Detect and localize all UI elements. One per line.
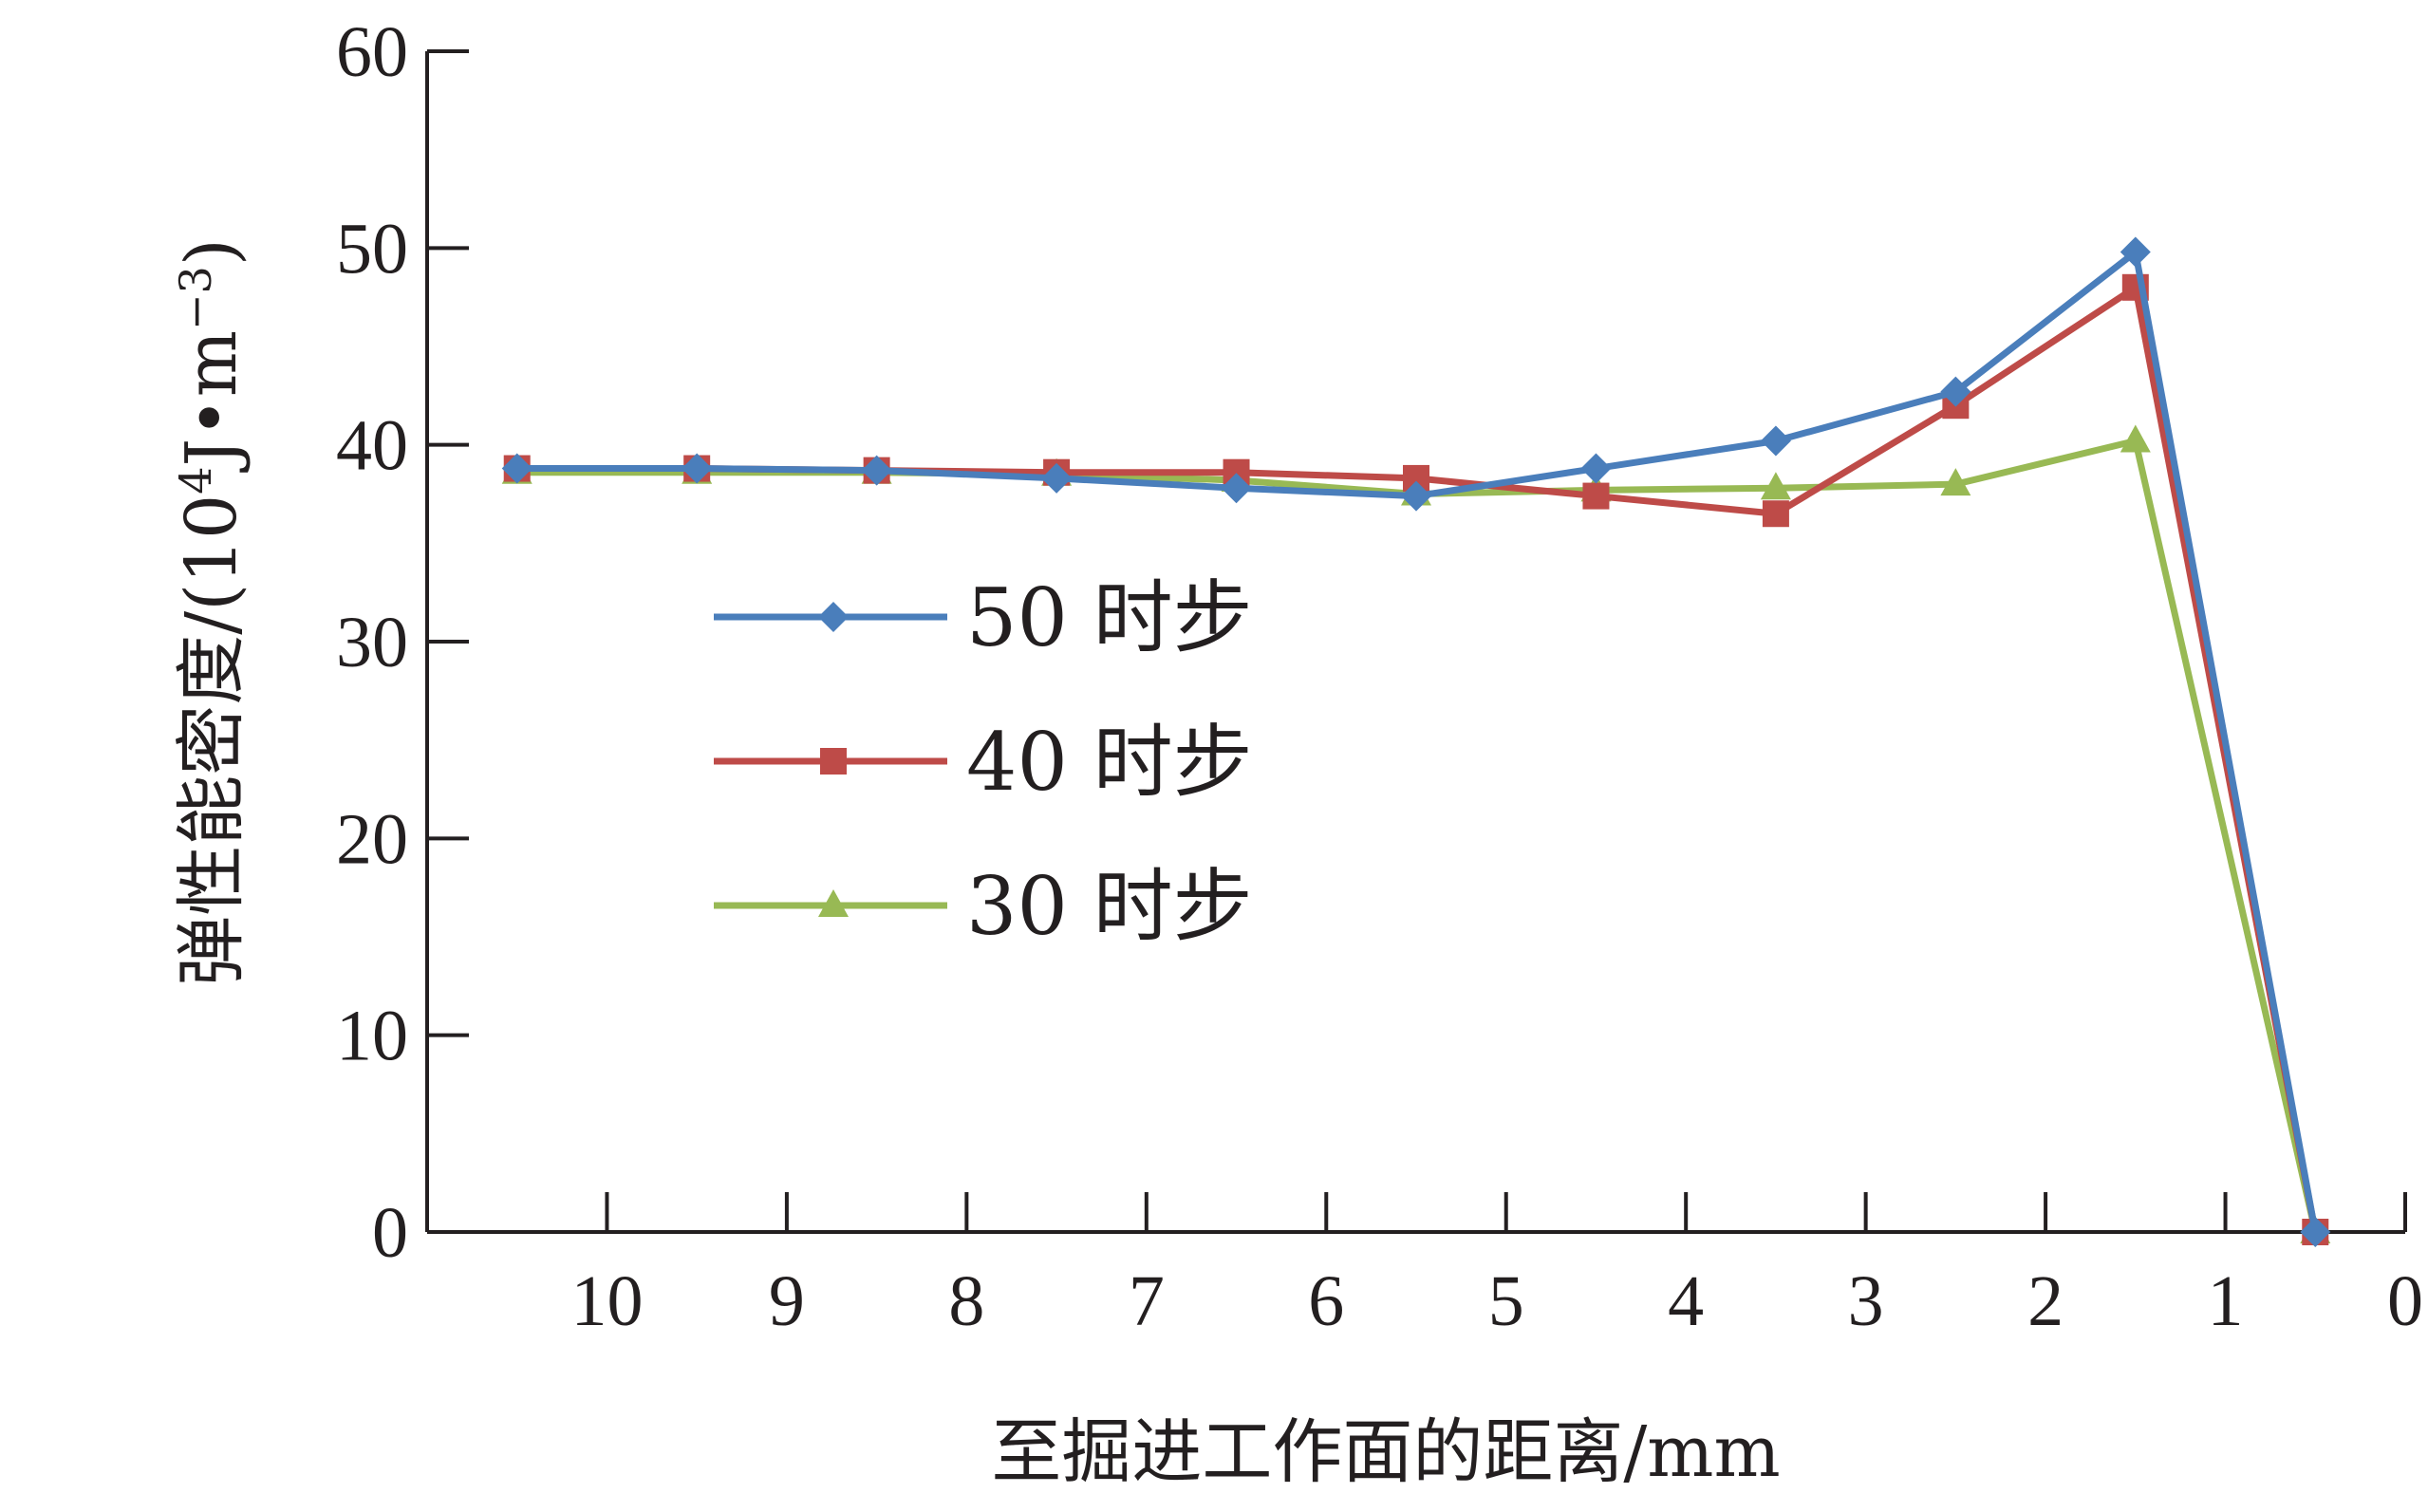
data-point	[1760, 425, 1791, 457]
x-tick-label: 10	[570, 1261, 643, 1341]
y-axis-title-sup2: −3	[170, 266, 221, 330]
x-tick-label: 6	[1308, 1261, 1344, 1341]
data-point	[1580, 453, 1612, 484]
data-point	[2300, 1217, 2331, 1247]
y-axis-title-main: 弹性能密度/(10	[171, 495, 252, 986]
x-tick-label: 1	[2208, 1261, 2244, 1341]
series-line	[516, 438, 2319, 1233]
x-tick-label: 5	[1488, 1261, 1524, 1341]
y-tick-label: 10	[336, 997, 408, 1076]
legend-item: 40 时步	[714, 716, 1253, 809]
data-point	[1760, 472, 1791, 500]
legend-item: 30 时步	[714, 860, 1253, 953]
x-tick-label: 4	[1668, 1261, 1704, 1341]
legend-item: 50 时步	[714, 571, 1253, 664]
data-point	[1940, 376, 1971, 407]
data-point	[2120, 236, 2151, 268]
x-tick-label: 7	[1129, 1261, 1165, 1341]
series-2	[501, 424, 2331, 1243]
y-tick-label: 60	[336, 12, 408, 92]
data-point	[501, 453, 532, 484]
y-tick-label: 30	[336, 603, 408, 682]
y-axis-title-sup1: 4	[170, 466, 221, 494]
y-tick-label: 20	[336, 799, 408, 879]
y-tick-label: 0	[372, 1193, 408, 1273]
series-layer	[501, 236, 2331, 1247]
y-axis-title: 弹性能密度/(104J•m−3)	[170, 238, 252, 985]
legend-swatch-marker	[818, 889, 849, 917]
y-axis-title-mid: J•m	[171, 330, 252, 473]
y-tick-label: 40	[336, 406, 408, 486]
x-tick-label: 0	[2387, 1261, 2423, 1341]
y-tick-label: 50	[336, 209, 408, 289]
data-point	[861, 455, 892, 486]
y-axis: 0 10 20 30 40 50 60	[336, 12, 469, 1273]
x-ticks: 10 9 8 7 6 5 4 3 2 1 0	[570, 1192, 2423, 1341]
data-point	[1762, 500, 1789, 528]
data-point	[682, 453, 713, 484]
data-point	[1041, 462, 1073, 494]
series-line	[516, 248, 2319, 1233]
legend-label: 30 时步	[966, 860, 1253, 953]
legend-label: 40 时步	[966, 716, 1253, 809]
data-point	[1221, 473, 1252, 504]
series-0	[501, 236, 2331, 1247]
x-tick-label: 2	[2027, 1261, 2064, 1341]
x-tick-label: 9	[769, 1261, 805, 1341]
y-ticks: 0 10 20 30 40 50 60	[336, 12, 469, 1273]
data-point	[2120, 424, 2151, 453]
legend-swatch-marker	[820, 748, 847, 775]
legend: 50 时步 40 时步 30 时步	[714, 571, 1253, 953]
legend-label: 50 时步	[966, 571, 1253, 664]
data-point	[1401, 480, 1431, 512]
x-tick-label: 3	[1848, 1261, 1884, 1341]
x-tick-label: 8	[948, 1261, 984, 1341]
x-axis-title: 至掘进工作面的距离/mm	[991, 1411, 1780, 1493]
data-point	[1940, 468, 1971, 496]
y-axis-title-end: )	[171, 238, 252, 266]
data-point	[1582, 482, 1610, 510]
x-axis: 10 9 8 7 6 5 4 3 2 1 0	[427, 1192, 2423, 1341]
legend-swatch-marker	[818, 602, 849, 632]
